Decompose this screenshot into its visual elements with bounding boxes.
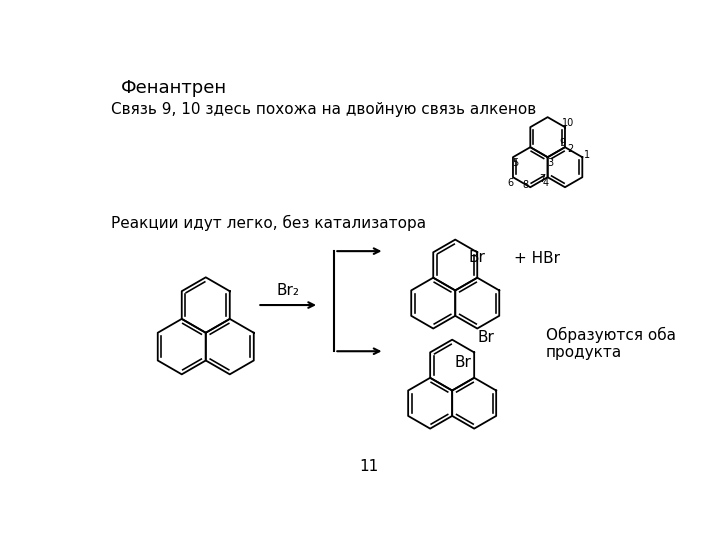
Text: Фенантрен: Фенантрен	[121, 79, 228, 97]
Text: Br: Br	[454, 355, 471, 370]
Text: 11: 11	[359, 459, 379, 474]
Text: 5: 5	[512, 158, 518, 167]
Text: Реакции идут легко, без катализатора: Реакции идут легко, без катализатора	[111, 214, 426, 231]
Text: 3: 3	[547, 158, 553, 167]
Text: Образуются оба
продукта: Образуются оба продукта	[546, 327, 676, 360]
Text: Br₂: Br₂	[276, 283, 300, 298]
Text: Связь 9, 10 здесь похожа на двойную связь алкенов: Связь 9, 10 здесь похожа на двойную связ…	[111, 102, 536, 117]
Text: 2: 2	[567, 144, 574, 154]
Text: + HBr: + HBr	[514, 251, 559, 266]
Text: Br: Br	[469, 251, 486, 265]
Text: 9: 9	[559, 138, 566, 147]
Text: 6: 6	[508, 178, 513, 187]
Text: Br: Br	[477, 330, 494, 345]
Text: 4: 4	[542, 178, 549, 187]
Text: 10: 10	[562, 118, 574, 127]
Text: 8: 8	[523, 180, 528, 190]
Text: 7: 7	[539, 174, 545, 184]
Text: 1: 1	[584, 150, 590, 160]
